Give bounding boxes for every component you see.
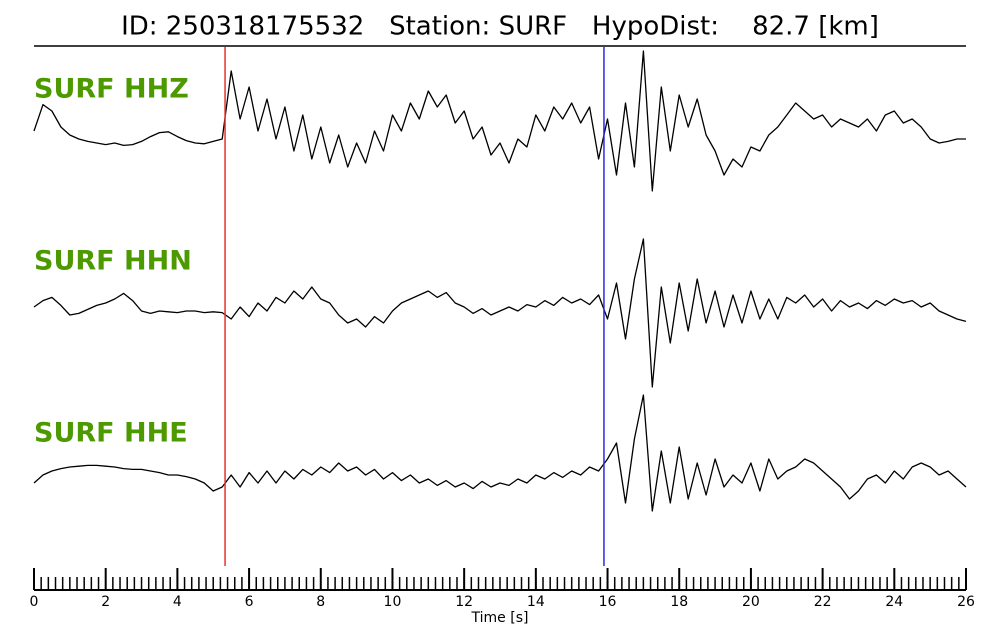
x-tick-label: 22 <box>814 594 832 610</box>
x-tick-label: 18 <box>670 594 688 610</box>
waveform <box>33 238 967 388</box>
x-tick-label: 8 <box>316 594 325 610</box>
chart-title: ID: 250318175532 Station: SURF HypoDist:… <box>121 12 879 42</box>
x-tick-label: 12 <box>455 594 473 610</box>
x-tick-label: 14 <box>527 594 545 610</box>
x-tick-label: 2 <box>101 594 110 610</box>
x-tick-label: 4 <box>173 594 182 610</box>
x-tick-label: 0 <box>30 594 39 610</box>
x-axis-label: Time [s] <box>471 610 529 626</box>
trace-label: SURF HHE <box>34 418 188 449</box>
waveform <box>33 50 966 192</box>
x-tick-label: 20 <box>742 594 760 610</box>
trace-label: SURF HHN <box>34 246 192 277</box>
x-tick-label: 10 <box>384 594 402 610</box>
x-tick-label: 26 <box>957 594 975 610</box>
x-tick-label: 24 <box>885 594 903 610</box>
x-tick-label: 6 <box>245 594 254 610</box>
trace-label: SURF HHZ <box>34 74 189 105</box>
waveform <box>33 394 967 512</box>
x-tick-label: 16 <box>599 594 617 610</box>
